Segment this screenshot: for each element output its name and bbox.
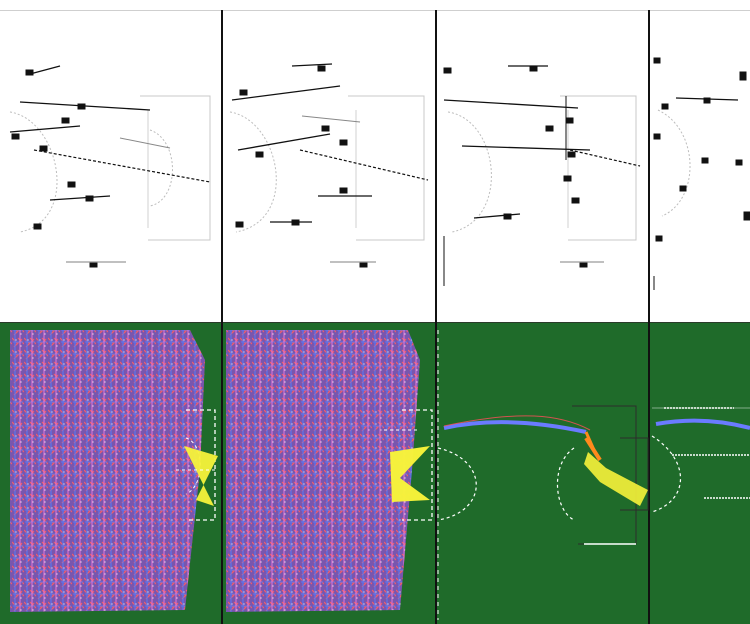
panel-divider-2 — [435, 10, 437, 624]
panel-divider-3 — [648, 10, 650, 624]
top-panel-4 — [653, 57, 750, 290]
top-panel-3 — [443, 65, 641, 286]
top-panel-1 — [9, 65, 211, 268]
bottom-panel-3 — [437, 330, 649, 620]
bottom-panel-2 — [226, 330, 433, 612]
bottom-panel-4 — [651, 407, 750, 513]
bottom-panel-1 — [10, 330, 218, 612]
panel-divider-1 — [221, 10, 223, 624]
top-panel-2 — [229, 63, 429, 268]
